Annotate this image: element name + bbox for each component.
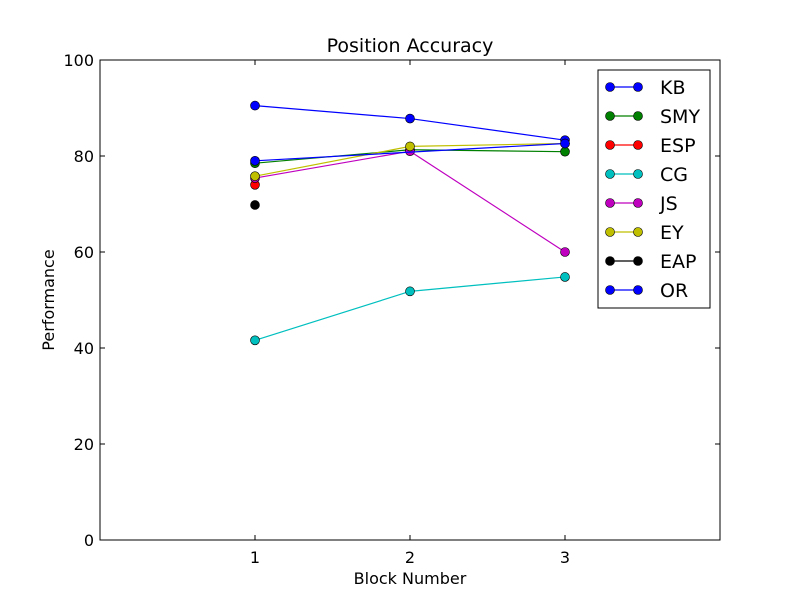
data-point-ey xyxy=(250,171,260,181)
legend-label-ey: EY xyxy=(660,222,684,244)
legend-label-cg: CG xyxy=(660,164,688,186)
series-line-cg xyxy=(254,276,566,341)
axes-frame xyxy=(99,59,721,541)
y-tick-label: 100 xyxy=(63,51,94,70)
y-tick-label: 20 xyxy=(74,435,94,454)
data-point-cg xyxy=(250,335,260,346)
data-point-kb xyxy=(405,113,415,124)
legend-marker-ey xyxy=(633,227,643,237)
legend-marker-smy xyxy=(633,111,643,121)
legend-marker-cg xyxy=(605,169,615,179)
legend-marker-cg xyxy=(633,169,643,179)
y-tick-label: 60 xyxy=(74,243,94,262)
legend: KB SMY ESP CG JS EY EAP OR xyxy=(597,69,711,309)
legend-label-esp: ESP xyxy=(660,135,696,157)
legend-marker-kb xyxy=(633,82,643,92)
legend-marker-js xyxy=(605,198,615,208)
legend-marker-kb xyxy=(605,82,615,92)
plot-area: 1 2 3 0 20 40 60 80 100 xyxy=(63,51,721,567)
legend-marker-js xyxy=(633,198,643,208)
data-point-cg xyxy=(560,272,570,282)
data-point-cg xyxy=(405,286,415,297)
legend-box xyxy=(597,69,711,309)
legend-marker-esp xyxy=(605,140,615,150)
x-tick-label: 1 xyxy=(250,548,260,567)
legend-marker-or xyxy=(605,285,615,295)
legend-marker-smy xyxy=(605,111,615,121)
y-tick-label: 80 xyxy=(74,147,94,166)
series-line-or xyxy=(254,142,566,162)
x-tick-label: 2 xyxy=(405,548,415,567)
y-axis-label: Performance xyxy=(39,249,58,350)
legend-label-eap: EAP xyxy=(660,251,696,273)
data-point-smy xyxy=(560,146,570,157)
x-axis-label: Block Number xyxy=(354,569,467,588)
legend-label-or: OR xyxy=(660,280,688,302)
legend-marker-esp xyxy=(633,140,643,150)
data-point-or xyxy=(250,156,260,166)
y-tick-label: 40 xyxy=(74,339,94,358)
legend-marker-or xyxy=(633,285,643,295)
legend-marker-eap xyxy=(633,256,643,266)
data-point-ey xyxy=(405,141,415,152)
data-point-eap xyxy=(250,200,260,210)
data-point-js xyxy=(560,247,570,257)
legend-marker-ey xyxy=(605,227,615,237)
legend-label-js: JS xyxy=(659,193,678,215)
x-tick-label: 3 xyxy=(560,548,570,567)
chart-title: Position Accuracy xyxy=(327,35,494,57)
data-point-kb xyxy=(250,100,260,111)
series-line-js xyxy=(254,150,566,253)
legend-marker-eap xyxy=(605,256,615,266)
legend-label-kb: KB xyxy=(660,77,686,99)
data-point-or xyxy=(560,138,570,149)
y-tick-label: 0 xyxy=(84,531,94,550)
legend-label-smy: SMY xyxy=(660,106,700,128)
